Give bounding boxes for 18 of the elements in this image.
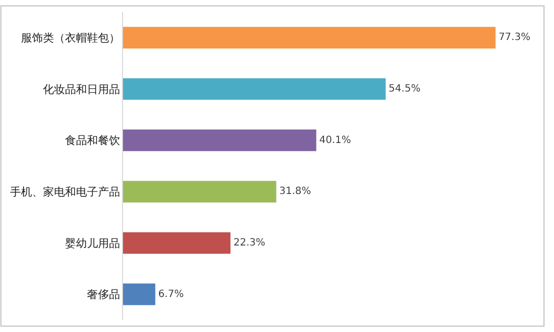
data-label: 6.7% xyxy=(158,288,184,300)
y-tick-label: 婴幼儿用品 xyxy=(64,236,120,250)
y-tick-label: 服饰类（衣帽鞋包） xyxy=(20,32,120,45)
data-label: 22.3% xyxy=(233,238,266,248)
bar xyxy=(123,78,386,100)
y-tick-label: 食品和餐饮 xyxy=(64,134,120,148)
data-label: 40.1% xyxy=(319,134,352,146)
data-label: 54.5% xyxy=(388,84,420,94)
data-label: 77.3% xyxy=(498,32,530,44)
y-tick-label: 手机、家电和电子产品 xyxy=(10,186,120,199)
bar xyxy=(123,180,276,202)
y-tick-label: 奢侈品 xyxy=(86,288,120,302)
bar xyxy=(123,26,496,48)
y-tick-label: 化妆品和日用品 xyxy=(42,82,120,96)
bar xyxy=(123,232,230,254)
data-label: 31.8% xyxy=(279,186,312,198)
bar xyxy=(123,130,316,152)
bar xyxy=(123,284,156,306)
